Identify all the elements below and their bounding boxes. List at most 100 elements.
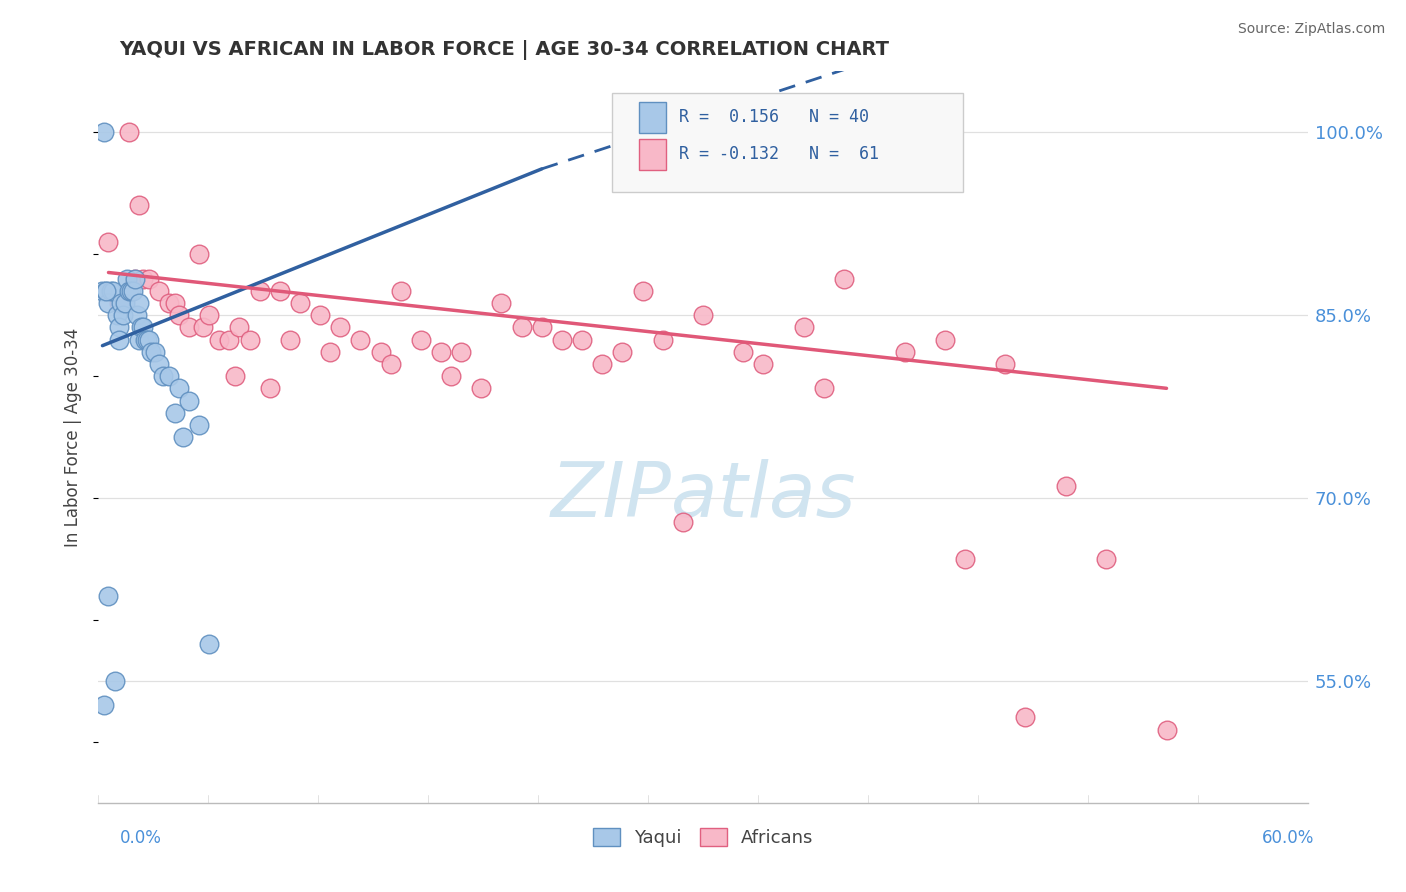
Point	[1014, 710, 1036, 724]
Point	[97, 235, 120, 249]
Point	[409, 333, 432, 347]
Point	[107, 333, 129, 347]
Point	[132, 320, 155, 334]
Point	[893, 344, 915, 359]
Point	[692, 308, 714, 322]
Text: R = -0.132   N =  61: R = -0.132 N = 61	[679, 145, 879, 163]
Point	[591, 357, 613, 371]
FancyBboxPatch shape	[638, 139, 665, 169]
Point	[193, 320, 215, 334]
Text: 0.0%: 0.0%	[120, 829, 162, 847]
Point	[172, 430, 194, 444]
Y-axis label: In Labor Force | Age 30-34: In Labor Force | Age 30-34	[65, 327, 83, 547]
Point	[953, 552, 976, 566]
Point	[103, 673, 125, 688]
Point	[96, 284, 118, 298]
Point	[125, 308, 148, 322]
Point	[349, 333, 371, 347]
Point	[288, 296, 311, 310]
Point	[107, 320, 129, 334]
Point	[934, 333, 956, 347]
Point	[239, 333, 262, 347]
Point	[612, 344, 634, 359]
Point	[115, 271, 138, 285]
Point	[259, 381, 281, 395]
Point	[148, 284, 170, 298]
Point	[135, 333, 157, 347]
Point	[128, 296, 150, 310]
Point	[249, 284, 271, 298]
Point	[370, 344, 392, 359]
FancyBboxPatch shape	[613, 94, 963, 192]
Point	[430, 344, 453, 359]
Point	[97, 296, 120, 310]
Point	[93, 125, 115, 139]
Point	[309, 308, 332, 322]
Point	[97, 589, 120, 603]
Point	[208, 333, 231, 347]
Point	[110, 296, 132, 310]
Point	[179, 320, 201, 334]
Point	[105, 308, 128, 322]
Point	[93, 698, 115, 713]
Point	[124, 271, 146, 285]
Point	[491, 296, 513, 310]
Text: Source: ZipAtlas.com: Source: ZipAtlas.com	[1237, 22, 1385, 37]
Point	[124, 271, 146, 285]
Point	[138, 271, 160, 285]
Point	[631, 284, 654, 298]
Point	[651, 333, 673, 347]
Point	[157, 369, 180, 384]
Point	[132, 271, 155, 285]
Point	[228, 320, 250, 334]
Point	[167, 308, 190, 322]
Point	[107, 296, 129, 310]
Point	[100, 284, 122, 298]
Point	[793, 320, 815, 334]
Legend: Yaqui, Africans: Yaqui, Africans	[583, 819, 823, 856]
Point	[440, 369, 463, 384]
Point	[188, 247, 211, 261]
Point	[510, 320, 533, 334]
Point	[179, 393, 201, 408]
Point	[813, 381, 835, 395]
Point	[380, 357, 402, 371]
Point	[152, 369, 174, 384]
Point	[198, 308, 221, 322]
Point	[672, 516, 695, 530]
Point	[994, 357, 1017, 371]
FancyBboxPatch shape	[638, 102, 665, 133]
Point	[450, 344, 472, 359]
Point	[134, 333, 156, 347]
Point	[329, 320, 352, 334]
Point	[269, 284, 291, 298]
Point	[832, 271, 855, 285]
Point	[470, 381, 492, 395]
Point	[752, 357, 775, 371]
Point	[148, 357, 170, 371]
Text: YAQUI VS AFRICAN IN LABOR FORCE | AGE 30-34 CORRELATION CHART: YAQUI VS AFRICAN IN LABOR FORCE | AGE 30…	[120, 40, 890, 60]
Text: ZIPatlas: ZIPatlas	[550, 458, 856, 533]
Point	[118, 284, 141, 298]
Point	[128, 198, 150, 212]
Point	[188, 417, 211, 432]
Point	[111, 308, 134, 322]
Point	[278, 333, 301, 347]
Point	[389, 284, 412, 298]
Point	[198, 637, 221, 651]
Point	[218, 333, 240, 347]
Point	[167, 381, 190, 395]
Point	[1054, 479, 1077, 493]
Point	[1156, 723, 1178, 737]
Point	[163, 406, 186, 420]
Point	[114, 296, 136, 310]
Text: R =  0.156   N = 40: R = 0.156 N = 40	[679, 108, 869, 127]
Point	[128, 333, 150, 347]
Point	[733, 344, 755, 359]
Point	[129, 320, 152, 334]
Point	[157, 296, 180, 310]
Point	[139, 344, 162, 359]
Point	[1095, 552, 1118, 566]
Point	[530, 320, 553, 334]
Point	[571, 333, 593, 347]
